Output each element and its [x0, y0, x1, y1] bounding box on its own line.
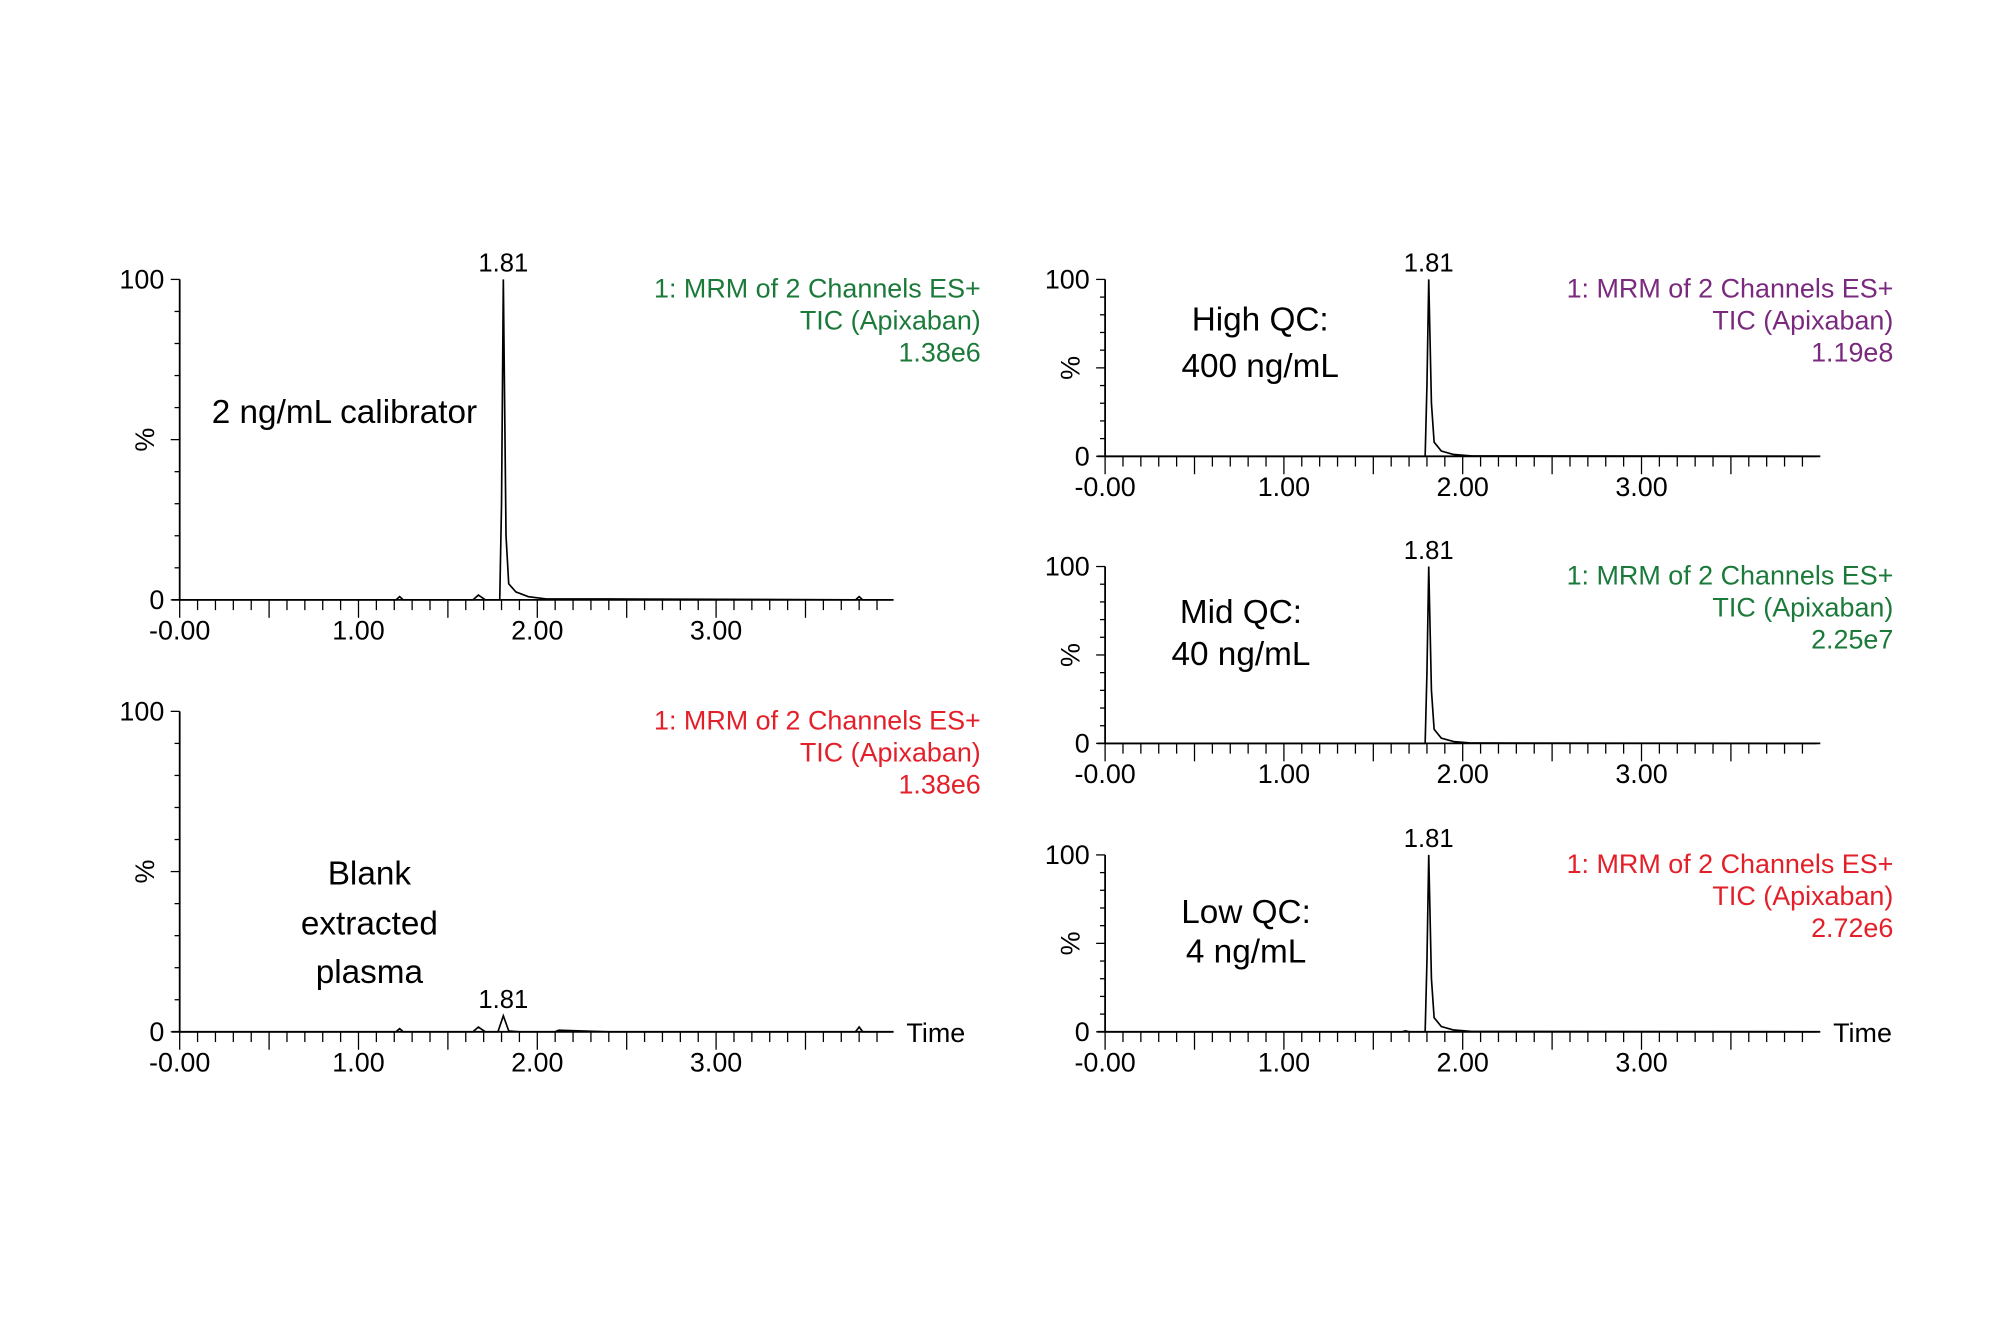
chromatogram-panel: -0.00 1.00 2.00 3.00 0 100% Time 1.81 1: MRM of …: [119, 696, 980, 1077]
x-tick-label: -0.00: [1074, 759, 1135, 789]
x-tick-label: 2.00: [1437, 472, 1489, 502]
trace-header-line: 1: MRM of 2 Channels ES+: [654, 273, 981, 303]
y-axis-label: %: [1055, 931, 1085, 955]
x-tick-label: 2.00: [511, 1048, 563, 1078]
trace-header-line: TIC (Apixaban): [800, 305, 981, 335]
sample-label: 4 ng/mL: [1186, 934, 1306, 971]
sample-label: High QC:: [1192, 302, 1329, 339]
x-tick-label: -0.00: [149, 1048, 210, 1078]
sample-label: extracted: [301, 905, 438, 942]
chromatogram-trace: [1105, 279, 1817, 458]
sample-label: Blank: [328, 855, 412, 892]
sample-label: 2 ng/mL calibrator: [212, 394, 477, 431]
trace-header-line: TIC (Apixaban): [800, 737, 981, 767]
x-tick-label: 1.00: [1258, 472, 1310, 502]
x-tick-label: 3.00: [1615, 759, 1667, 789]
trace-header-line: 1: MRM of 2 Channels ES+: [1567, 560, 1894, 590]
chromatogram-trace: [179, 279, 892, 601]
trace-header-line: 1.38e6: [898, 769, 980, 799]
y-tick-label: 0: [1075, 441, 1090, 471]
x-axis-label: Time: [906, 1018, 965, 1048]
y-axis-label: %: [130, 860, 160, 884]
y-axis-label: %: [1055, 643, 1085, 667]
peak-label: 1.81: [478, 250, 528, 278]
x-tick-label: 3.00: [1615, 1048, 1667, 1078]
x-tick-label: 2.00: [1437, 1048, 1489, 1078]
chromatogram-trace: [179, 1013, 892, 1033]
chromatogram-trace: [1105, 854, 1817, 1033]
sample-label: 400 ng/mL: [1181, 348, 1338, 385]
x-tick-label: 3.00: [690, 1048, 742, 1078]
chromatogram-panel: -0.00 1.00 2.00 3.00 0 100% 1.81 1: MRM of 2 Ch…: [1045, 537, 1894, 789]
x-tick-label: -0.00: [1074, 472, 1135, 502]
peak-label: 1.81: [1404, 537, 1454, 565]
x-tick-label: 3.00: [690, 616, 742, 646]
x-tick-label: 3.00: [1615, 472, 1667, 502]
y-tick-label: 0: [1075, 1017, 1090, 1047]
trace-header-line: 1.19e8: [1811, 337, 1893, 367]
y-tick-label: 100: [119, 264, 164, 294]
chromatogram-panel: -0.00 1.00 2.00 3.00 0 100% 1.81 1: MRM of 2 Ch…: [119, 250, 980, 646]
y-tick-label: 100: [119, 696, 164, 726]
trace-header-line: TIC (Apixaban): [1712, 305, 1893, 335]
trace-header-line: 1: MRM of 2 Channels ES+: [1567, 273, 1894, 303]
y-tick-label: 100: [1045, 264, 1090, 294]
x-tick-label: 1.00: [1258, 759, 1310, 789]
x-tick-label: 1.00: [1258, 1048, 1310, 1078]
trace-header-line: TIC (Apixaban): [1712, 593, 1893, 623]
trace-header-line: TIC (Apixaban): [1712, 881, 1893, 911]
x-tick-label: -0.00: [1074, 1048, 1135, 1078]
y-tick-label: 0: [149, 585, 164, 615]
trace-header-line: 2.72e6: [1811, 913, 1893, 943]
y-tick-label: 100: [1045, 551, 1090, 581]
chromatogram-trace: [1105, 566, 1817, 745]
x-tick-label: 2.00: [1437, 759, 1489, 789]
x-tick-label: 1.00: [332, 1048, 384, 1078]
y-axis-label: %: [130, 428, 160, 452]
x-axis-label: Time: [1833, 1018, 1892, 1048]
trace-header-line: 1.38e6: [898, 337, 980, 367]
x-tick-label: 2.00: [511, 616, 563, 646]
peak-label: 1.81: [1404, 250, 1454, 278]
trace-header-line: 1: MRM of 2 Channels ES+: [1567, 849, 1894, 879]
y-tick-label: 0: [149, 1017, 164, 1047]
sample-label: plasma: [316, 954, 424, 991]
x-tick-label: -0.00: [149, 616, 210, 646]
sample-label: Low QC:: [1181, 894, 1311, 931]
trace-header-line: 2.25e7: [1811, 625, 1893, 655]
x-tick-label: 1.00: [332, 616, 384, 646]
y-tick-label: 0: [1075, 728, 1090, 758]
peak-label: 1.81: [478, 986, 528, 1014]
y-tick-label: 100: [1045, 840, 1090, 870]
trace-header-line: 1: MRM of 2 Channels ES+: [654, 705, 981, 735]
sample-label: Mid QC:: [1180, 594, 1302, 631]
y-axis-label: %: [1055, 356, 1085, 380]
sample-label: 40 ng/mL: [1172, 636, 1311, 673]
peak-label: 1.81: [1404, 825, 1454, 853]
chromatogram-panel: -0.00 1.00 2.00 3.00 0 100% Time 1.81 1: MRM of …: [1045, 825, 1894, 1077]
chromatogram-panel: -0.00 1.00 2.00 3.00 0 100% 1.81 1: MRM of 2 Ch…: [1045, 250, 1894, 502]
